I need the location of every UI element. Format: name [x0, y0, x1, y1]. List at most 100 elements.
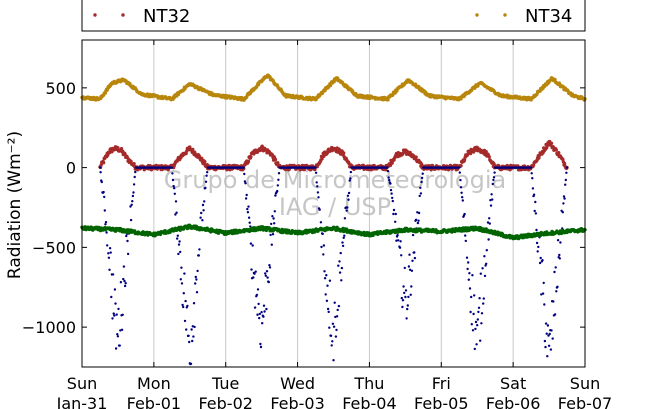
x-tick-day: Sun: [570, 374, 600, 393]
data-point: [459, 186, 463, 189]
data-point: [270, 222, 273, 226]
legend-marker-nt34: [475, 13, 507, 17]
data-point: [276, 161, 280, 165]
data-point: [466, 267, 469, 271]
data-point: [277, 178, 280, 181]
data-point: [260, 144, 264, 148]
data-point: [334, 315, 337, 319]
data-point: [107, 252, 110, 255]
data-point: [172, 184, 175, 188]
data-point: [468, 272, 471, 275]
data-point: [545, 332, 548, 335]
legend-dot-nt32: [93, 13, 97, 17]
data-point: [335, 328, 338, 332]
data-point: [553, 313, 557, 316]
data-point: [120, 328, 124, 331]
data-point: [529, 166, 533, 169]
data-point: [538, 261, 542, 265]
data-point: [488, 222, 491, 225]
data-point: [191, 147, 195, 152]
data-point: [175, 211, 178, 214]
data-point: [317, 196, 320, 199]
data-point: [115, 313, 118, 316]
data-point: [259, 342, 262, 346]
data-point: [421, 172, 424, 175]
data-point: [246, 159, 251, 163]
axis-ticks: [81, 40, 586, 367]
data-point: [474, 327, 477, 331]
data-point: [467, 261, 470, 264]
data-point: [256, 313, 259, 316]
data-point: [322, 253, 325, 256]
data-point: [123, 284, 127, 288]
x-tick-date: Jan-31: [56, 394, 108, 409]
data-point: [539, 256, 542, 260]
data-point: [107, 256, 111, 259]
data-point: [491, 198, 494, 201]
data-point: [179, 278, 182, 281]
data-point: [472, 312, 475, 316]
data-point: [563, 197, 566, 200]
data-point: [469, 310, 472, 314]
data-point: [404, 295, 407, 299]
data-point: [550, 329, 553, 332]
data-point: [194, 282, 197, 285]
data-point: [534, 212, 538, 215]
data-point: [342, 151, 346, 155]
data-point: [386, 166, 389, 169]
data-point: [468, 151, 473, 156]
data-point: [408, 253, 411, 256]
data-point: [414, 218, 418, 221]
data-point: [419, 192, 423, 195]
data-point: [468, 287, 472, 290]
legend-dot-nt34: [475, 13, 479, 17]
data-point: [556, 239, 560, 242]
data-point: [471, 150, 476, 154]
x-tick-day: Wed: [280, 374, 315, 393]
data-point: [329, 334, 333, 337]
legend-label-nt34: NT34: [525, 6, 572, 27]
series-layer: [80, 73, 587, 366]
data-point: [484, 150, 488, 154]
data-point: [201, 203, 205, 207]
data-point: [123, 279, 126, 283]
data-point: [553, 270, 556, 274]
data-point: [103, 209, 107, 212]
data-point: [109, 251, 112, 254]
data-point: [201, 219, 204, 222]
data-point: [551, 337, 554, 340]
data-point: [323, 277, 327, 280]
data-point: [405, 317, 408, 320]
data-point: [463, 212, 466, 216]
data-point: [552, 300, 555, 303]
data-point: [487, 238, 490, 241]
data-point: [341, 244, 345, 248]
data-point: [558, 257, 561, 260]
data-point: [337, 304, 341, 308]
data-point: [339, 251, 342, 255]
data-point: [564, 178, 567, 182]
data-point: [323, 270, 326, 273]
data-point: [173, 192, 176, 195]
data-point: [132, 162, 136, 166]
data-point: [183, 319, 187, 323]
data-point: [413, 256, 417, 260]
data-point: [391, 196, 394, 200]
data-point: [338, 260, 341, 263]
data-point: [408, 268, 412, 271]
data-point: [200, 211, 203, 215]
data-point: [253, 272, 256, 275]
data-point: [261, 322, 264, 325]
data-point: [410, 269, 414, 272]
data-point: [318, 208, 321, 211]
data-point: [249, 242, 253, 245]
data-point: [185, 328, 188, 331]
data-point: [549, 348, 553, 351]
data-point: [479, 272, 482, 275]
data-point: [402, 285, 405, 288]
data-point: [392, 212, 395, 216]
data-point: [543, 339, 547, 343]
data-point: [180, 282, 184, 285]
data-point: [116, 146, 120, 150]
data-point: [398, 246, 402, 249]
